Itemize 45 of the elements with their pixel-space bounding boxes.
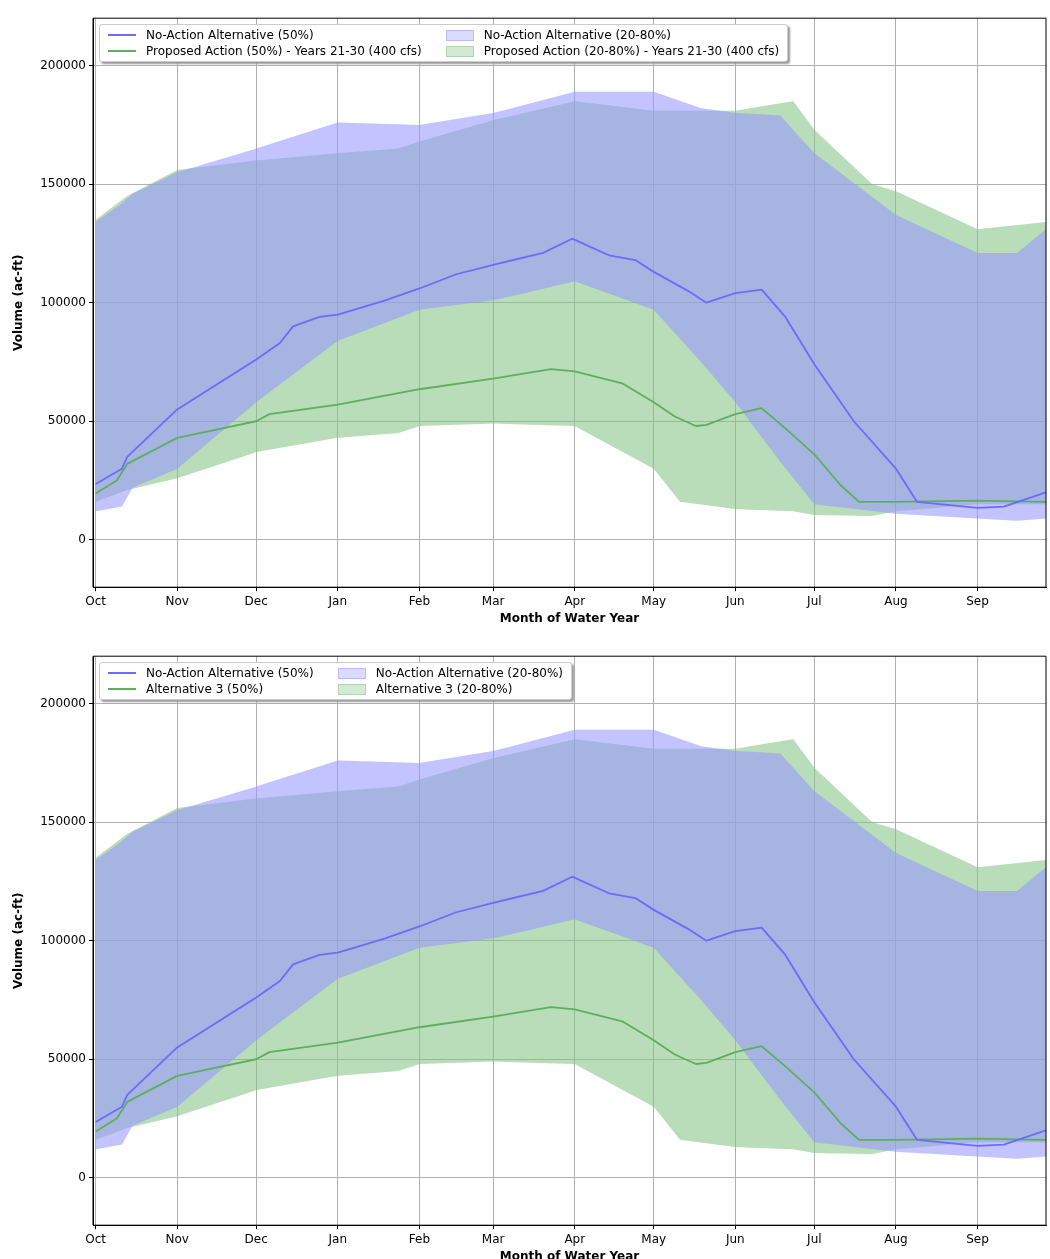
y-tick-label: 0	[78, 1169, 86, 1184]
y-tick-label: 100000	[40, 932, 86, 947]
x-tick-label: Dec	[244, 593, 268, 608]
y-tick-label: 0	[78, 531, 86, 546]
x-tick-label: Feb	[408, 1231, 431, 1246]
x-tick-label: Jan	[327, 593, 348, 608]
y-tick-label: 50000	[47, 413, 86, 428]
legend-label: Proposed Action (50%) - Years 21-30 (400 cfs)	[146, 44, 422, 59]
legend-label: No-Action Alternative (50%)	[146, 28, 314, 43]
legend-label: Alternative 3 (50%)	[146, 682, 264, 697]
legend-label: Proposed Action (20-80%) - Years 21-30 (400 cfs)	[483, 44, 780, 59]
x-tick-label: Sep	[966, 593, 989, 608]
x-tick-label: Oct	[85, 1231, 107, 1246]
x-tick-label: Nov	[165, 1231, 189, 1246]
x-tick-label: Jul	[806, 593, 822, 608]
x-tick-label: Jun	[724, 593, 745, 608]
y-axis-title: Volume (ac-ft)	[11, 254, 26, 351]
x-tick-label: Mar	[481, 1231, 505, 1246]
y-tick-label: 200000	[40, 57, 86, 72]
x-axis-title: Month of Water Year	[499, 610, 640, 625]
x-tick-label: Mar	[481, 593, 505, 608]
x-tick-label: Nov	[165, 593, 189, 608]
y-tick-label: 150000	[40, 176, 86, 191]
x-tick-label: Aug	[884, 1231, 908, 1246]
y-tick-label: 100000	[40, 294, 86, 309]
x-tick-label: Feb	[408, 593, 431, 608]
x-tick-label: Sep	[966, 1231, 989, 1246]
x-tick-label: Aug	[884, 593, 908, 608]
x-tick-label: Jul	[806, 1231, 822, 1246]
x-tick-label: May	[641, 593, 667, 608]
x-tick-label: Dec	[244, 1231, 268, 1246]
legend-label: No-Action Alternative (20-80%)	[483, 28, 672, 43]
x-tick-label: Apr	[564, 593, 586, 608]
x-tick-label: Oct	[85, 593, 107, 608]
x-tick-label: Jun	[724, 1231, 745, 1246]
y-tick-label: 150000	[40, 814, 86, 829]
x-tick-label: Jan	[327, 1231, 348, 1246]
x-tick-label: Apr	[564, 1231, 586, 1246]
legend-label: No-Action Alternative (20-80%)	[375, 666, 563, 681]
y-axis-title: Volume (ac-ft)	[11, 892, 26, 989]
x-tick-label: May	[641, 1231, 667, 1246]
legend-label: No-Action Alternative (50%)	[146, 666, 314, 681]
legend-label: Alternative 3 (20-80%)	[375, 682, 513, 697]
y-tick-label: 50000	[47, 1051, 86, 1066]
y-tick-label: 200000	[40, 695, 86, 710]
